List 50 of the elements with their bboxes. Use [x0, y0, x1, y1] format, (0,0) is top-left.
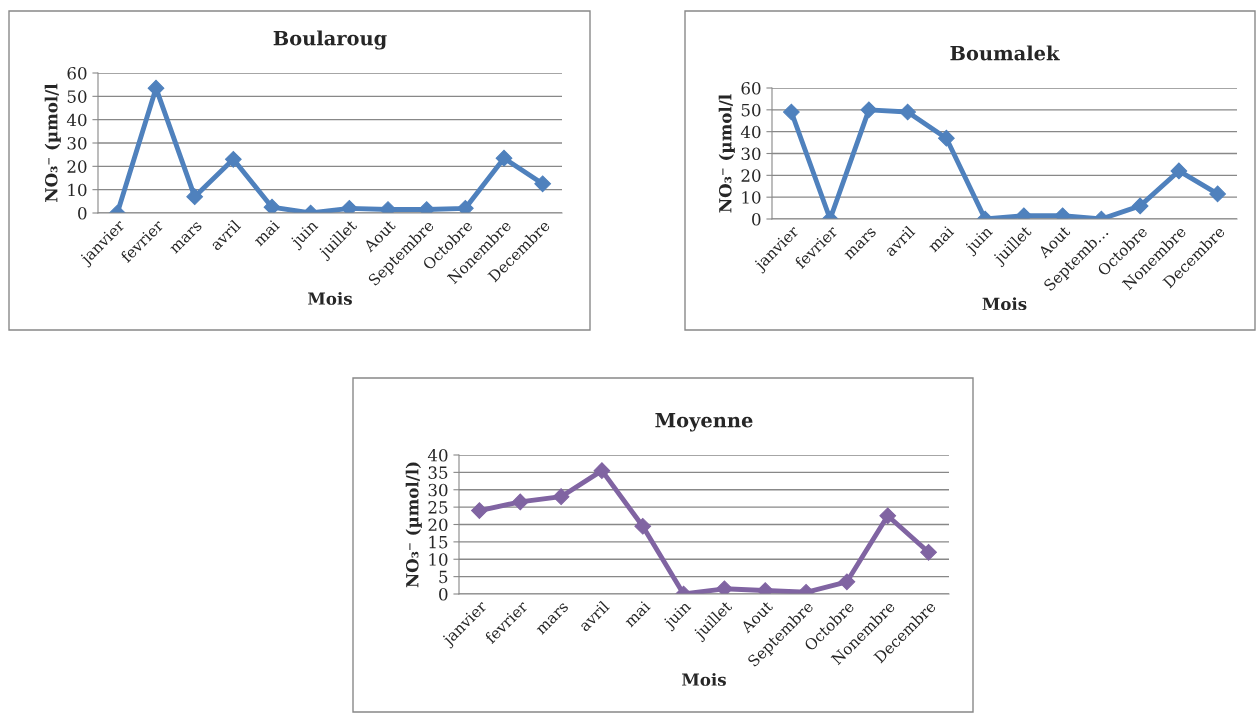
point	[552, 488, 570, 506]
y-tick-label: 0	[752, 212, 761, 226]
y-tick-label: 30	[428, 483, 448, 497]
point	[593, 462, 611, 480]
point	[716, 580, 733, 594]
x-axis-title: Mois	[308, 291, 352, 305]
point	[938, 129, 955, 147]
point	[263, 198, 281, 213]
point	[634, 517, 652, 535]
y-axis-title: NO₃⁻ (µmol/l	[44, 83, 61, 202]
y-tick-label: 10	[429, 553, 448, 566]
x-axis-title: Mois	[982, 297, 1027, 311]
y-tick-label: 60	[67, 66, 87, 80]
point	[534, 175, 552, 193]
x-axis-title: Mois	[682, 672, 726, 686]
point	[920, 543, 937, 561]
point	[783, 103, 800, 121]
y-tick-label: 20	[741, 169, 761, 182]
y-tick-label: 0	[78, 206, 87, 220]
y-tick-label: 30	[741, 147, 761, 161]
y-tick-label: 20	[428, 518, 448, 532]
y-tick-label: 40	[740, 125, 761, 139]
y-axis-title: NO₃⁻ (µmol/l)	[405, 462, 422, 588]
point	[860, 101, 878, 119]
point	[511, 493, 529, 511]
y-tick-label: 25	[428, 501, 448, 514]
y-axis-title: NO₃⁻ (µmol/l	[718, 94, 735, 213]
chart-title: Boularoug	[273, 30, 387, 50]
y-tick-label: 60	[741, 81, 761, 95]
point	[186, 188, 204, 206]
y-tick-label: 5	[439, 570, 448, 584]
point	[1170, 162, 1188, 180]
point	[879, 507, 897, 525]
y-tick-label: 50	[741, 103, 761, 117]
y-tick-label: 40	[66, 113, 87, 127]
chart-title: Boumalek	[950, 45, 1060, 61]
y-tick-label: 10	[742, 191, 761, 204]
point	[224, 150, 242, 168]
point	[899, 103, 916, 121]
y-tick-label: 50	[67, 90, 87, 103]
y-tick-label: 40	[427, 448, 448, 462]
y-tick-label: 15	[429, 535, 448, 549]
y-tick-label: 35	[428, 466, 448, 479]
y-tick-label: 30	[67, 136, 87, 150]
point	[495, 149, 513, 167]
y-tick-label: 20	[67, 160, 87, 173]
point	[471, 502, 488, 519]
y-tick-label: 0	[439, 587, 448, 601]
chart-title: Moyenne	[655, 413, 753, 432]
y-tick-label: 10	[68, 183, 87, 197]
